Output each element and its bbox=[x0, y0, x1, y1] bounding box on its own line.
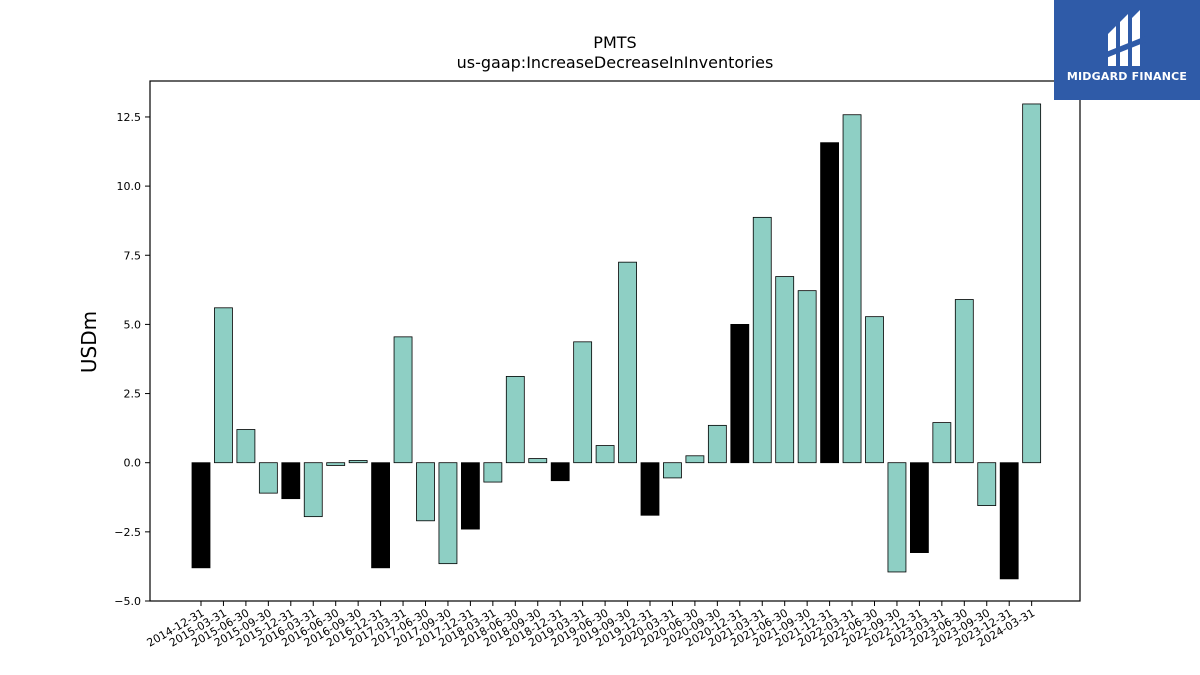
y-tick-label: 0.0 bbox=[124, 457, 142, 470]
bar-2015-03-31 bbox=[214, 307, 233, 464]
bar-2021-03-31 bbox=[752, 216, 772, 464]
y-tick-label: 12.5 bbox=[117, 111, 142, 124]
bar-2020-03-31 bbox=[663, 462, 682, 479]
y-tick-label: 10.0 bbox=[117, 180, 142, 193]
chart-subtitle: us-gaap:IncreaseDecreaseInInventories bbox=[457, 53, 774, 72]
bar-2017-03-31 bbox=[393, 336, 413, 464]
bar-2022-03-31 bbox=[842, 114, 862, 464]
bar-2015-09-30 bbox=[258, 462, 278, 494]
y-tick-label: 2.5 bbox=[124, 388, 142, 401]
bar-2017-12-31 bbox=[460, 462, 480, 530]
bar-2021-06-30 bbox=[775, 276, 795, 464]
chart-title: PMTS bbox=[593, 33, 636, 52]
bar-2019-06-30 bbox=[595, 445, 615, 464]
bar-2018-12-31 bbox=[550, 462, 570, 482]
bar-2021-09-30 bbox=[797, 290, 817, 464]
bar-2022-06-30 bbox=[865, 316, 884, 464]
bar-2015-12-31 bbox=[281, 462, 301, 500]
bar-2023-06-30 bbox=[954, 299, 974, 464]
bar-2019-03-31 bbox=[573, 341, 593, 464]
brand-logo: MIDGARD FINANCE bbox=[1054, 0, 1200, 100]
y-axis-label: USDm bbox=[77, 311, 101, 373]
bar-2021-12-31 bbox=[820, 142, 839, 464]
plot-frame bbox=[149, 80, 1081, 602]
bar-2019-09-30 bbox=[618, 261, 637, 464]
bar-2023-12-31 bbox=[999, 462, 1019, 580]
bar-2022-09-30 bbox=[887, 462, 907, 573]
brand-name: MIDGARD FINANCE bbox=[1066, 70, 1188, 83]
bar-2018-03-31 bbox=[483, 462, 503, 483]
bar-2020-06-30 bbox=[685, 455, 705, 464]
bar-2016-06-30 bbox=[326, 462, 346, 466]
bar-2014-12-31 bbox=[191, 462, 211, 569]
y-tick-label: −5.0 bbox=[114, 595, 141, 608]
bar-2024-03-31 bbox=[1022, 103, 1042, 464]
bar-2023-03-31 bbox=[932, 422, 952, 464]
bar-2022-12-31 bbox=[910, 462, 929, 553]
bar-2017-06-30 bbox=[416, 462, 435, 522]
bar-2020-09-30 bbox=[707, 424, 727, 464]
y-tick-label: −2.5 bbox=[114, 526, 141, 539]
y-tick-label: 5.0 bbox=[124, 318, 142, 331]
midgard-logo-icon bbox=[1106, 10, 1146, 66]
bar-2017-09-30 bbox=[438, 462, 458, 565]
bars-group bbox=[191, 103, 1042, 580]
bar-2018-09-30 bbox=[528, 458, 548, 464]
bar-2015-06-30 bbox=[236, 429, 256, 464]
bar-2016-12-31 bbox=[371, 462, 391, 569]
y-tick-label: 7.5 bbox=[124, 249, 142, 262]
bar-2023-09-30 bbox=[977, 462, 997, 506]
bar-2019-12-31 bbox=[640, 462, 660, 516]
x-axis: 2014-12-312015-03-312015-06-302015-09-30… bbox=[145, 601, 1037, 650]
bar-2018-06-30 bbox=[505, 375, 525, 464]
bar-2016-09-30 bbox=[348, 460, 368, 464]
bar-2020-12-31 bbox=[730, 323, 750, 464]
bar-2016-03-31 bbox=[303, 462, 323, 518]
y-axis: −5.0 −2.5 0.0 2.5 5.0 7.5 10.0 12.5 bbox=[114, 111, 150, 608]
